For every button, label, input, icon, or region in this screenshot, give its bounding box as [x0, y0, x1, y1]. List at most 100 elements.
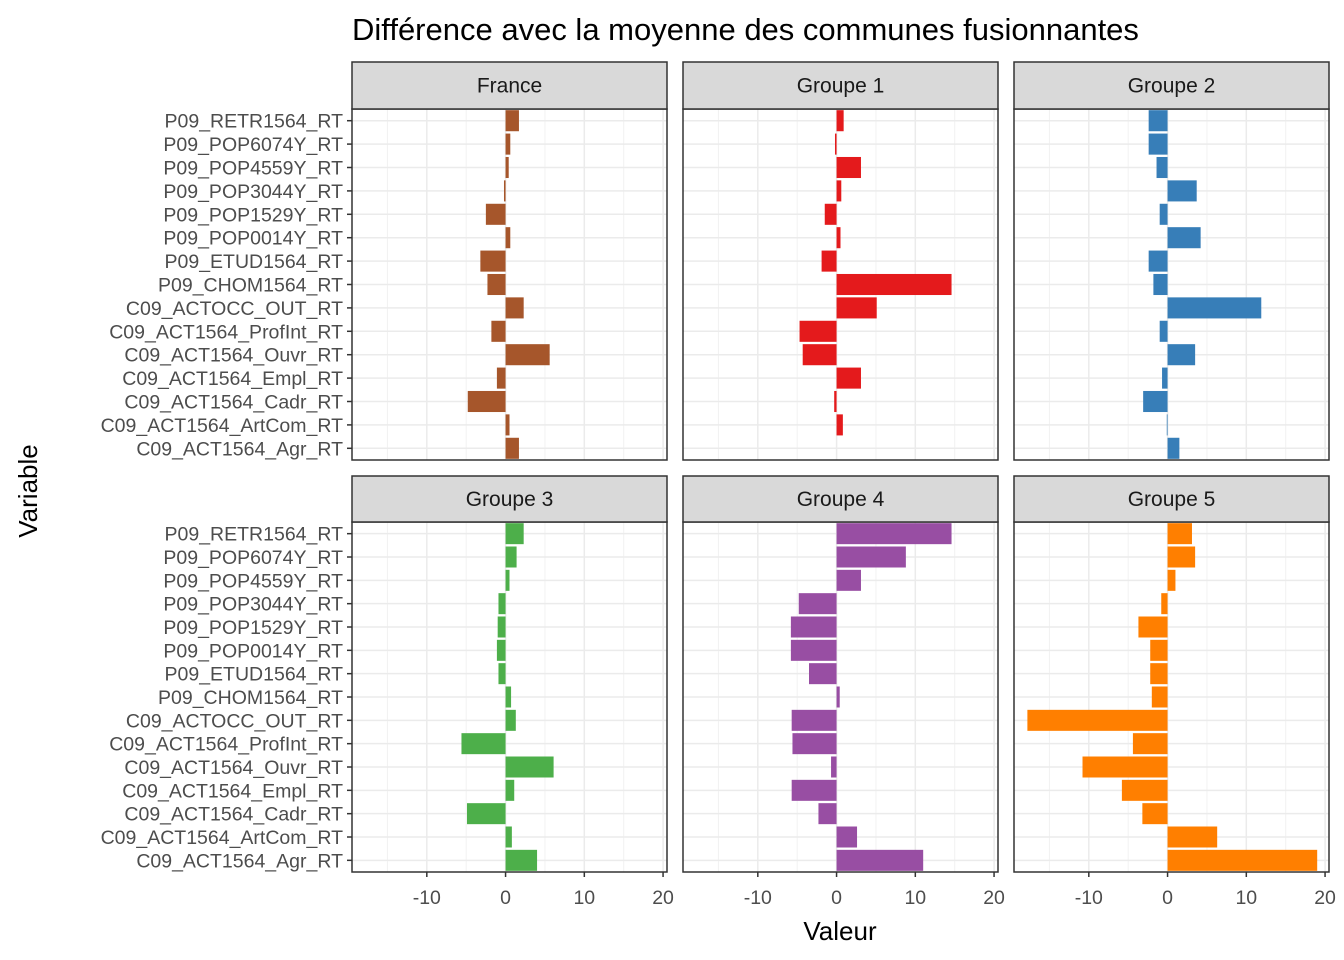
panel-groupe-4: Groupe 4 -10 0 10 20: [682, 475, 1005, 909]
facet-strip: [1013, 61, 1330, 110]
bar: [505, 156, 509, 179]
y-tick-label: C09_ACT1564_Empl_RT: [122, 780, 343, 802]
facet-strip-label: Groupe 2: [1128, 75, 1216, 98]
bar: [505, 414, 510, 436]
bar: [836, 686, 840, 708]
bar: [1150, 639, 1168, 661]
facet-strip: [351, 61, 668, 110]
bar: [503, 180, 506, 202]
bar: [831, 756, 837, 778]
bar: [505, 133, 511, 155]
bar: [1161, 593, 1168, 615]
y-tick-label: P09_POP3044Y_RT: [163, 181, 343, 203]
x-tick-label: 20: [983, 887, 1005, 909]
y-tick-label: P09_POP4559Y_RT: [163, 570, 343, 592]
bar: [505, 686, 512, 708]
bar: [505, 709, 516, 731]
bar: [798, 593, 837, 615]
x-tick-label: 0: [500, 887, 511, 909]
bar: [487, 273, 506, 296]
facet-strip-label: Groupe 4: [797, 488, 885, 511]
bar: [802, 344, 837, 366]
bar: [466, 803, 506, 825]
bar: [836, 110, 844, 132]
bar: [485, 203, 506, 225]
y-tick-label: P09_POP3044Y_RT: [163, 594, 343, 616]
x-tick-label: 20: [652, 887, 674, 909]
x-tick-label: -10: [744, 887, 772, 909]
bar: [498, 593, 506, 615]
bar: [836, 273, 952, 296]
bar: [467, 390, 506, 413]
bar: [1142, 803, 1168, 825]
y-tick-label: P09_POP1529Y_RT: [163, 617, 343, 639]
bar: [836, 297, 877, 319]
bar: [1167, 523, 1192, 545]
y-tick-label: C09_ACTOCC_OUT_RT: [126, 710, 343, 732]
bar: [836, 546, 906, 568]
bar: [505, 523, 524, 545]
facet-strip: [1013, 475, 1330, 523]
facet-strip-label: Groupe 5: [1128, 488, 1216, 511]
bar: [792, 733, 837, 755]
bar: [505, 756, 554, 778]
panel-groupe-2: Groupe 2: [1013, 61, 1330, 461]
bar: [1167, 826, 1218, 848]
bar: [790, 616, 837, 638]
bar: [834, 133, 837, 155]
facet-panels: FranceP09_RETR1564_RTP09_POP6074Y_RTP09_…: [101, 61, 1336, 909]
bar: [836, 227, 841, 249]
bar: [836, 180, 842, 202]
y-tick-label: C09_ACT1564_ArtCom_RT: [101, 415, 344, 437]
y-tick-label: P09_ETUD1564_RT: [165, 664, 344, 686]
bar: [505, 437, 519, 459]
bar: [505, 826, 512, 848]
facet-strip: [682, 475, 999, 523]
x-tick-label: 0: [831, 887, 842, 909]
bar: [505, 227, 511, 249]
bar: [1167, 344, 1196, 366]
panel-france: FranceP09_RETR1564_RTP09_POP6074Y_RTP09_…: [101, 61, 668, 461]
bar: [791, 779, 837, 801]
y-tick-label: C09_ACT1564_Agr_RT: [136, 850, 343, 872]
bar: [836, 523, 952, 545]
x-tick-label: -10: [1075, 887, 1103, 909]
bar: [836, 569, 861, 591]
bar: [1138, 616, 1168, 638]
bar: [834, 390, 837, 413]
bar: [1132, 733, 1168, 755]
bar: [496, 639, 506, 661]
bar: [1150, 663, 1168, 685]
bar: [1148, 110, 1168, 132]
x-axis-title: Valeur: [803, 916, 877, 946]
bar: [1167, 569, 1176, 591]
y-tick-label: P09_POP6074Y_RT: [163, 547, 343, 569]
x-tick-label: 10: [904, 887, 926, 909]
bar: [1153, 273, 1168, 296]
bar: [790, 639, 837, 661]
bar: [505, 546, 517, 568]
bar: [1162, 367, 1168, 389]
bar: [505, 344, 550, 366]
bar: [836, 156, 861, 179]
bar: [1143, 390, 1168, 413]
y-tick-label: C09_ACTOCC_OUT_RT: [126, 298, 343, 320]
facet-strip-label: France: [477, 75, 542, 98]
bar: [491, 320, 506, 342]
bar: [1167, 297, 1262, 319]
bar: [1167, 437, 1180, 459]
bar: [836, 367, 861, 389]
bar: [1159, 203, 1168, 225]
x-tick-label: 0: [1162, 887, 1173, 909]
bar: [824, 203, 837, 225]
bar: [497, 616, 506, 638]
bar: [1167, 849, 1318, 871]
facet-strip: [351, 475, 668, 523]
bar: [821, 250, 837, 272]
x-tick-label: -10: [413, 887, 441, 909]
bar: [1151, 686, 1168, 708]
y-tick-label: C09_ACT1564_ArtCom_RT: [101, 827, 344, 849]
y-tick-label: C09_ACT1564_Empl_RT: [122, 368, 343, 390]
y-tick-label: C09_ACT1564_ProfInt_RT: [109, 321, 343, 343]
y-tick-label: P09_POP0014Y_RT: [163, 228, 343, 250]
